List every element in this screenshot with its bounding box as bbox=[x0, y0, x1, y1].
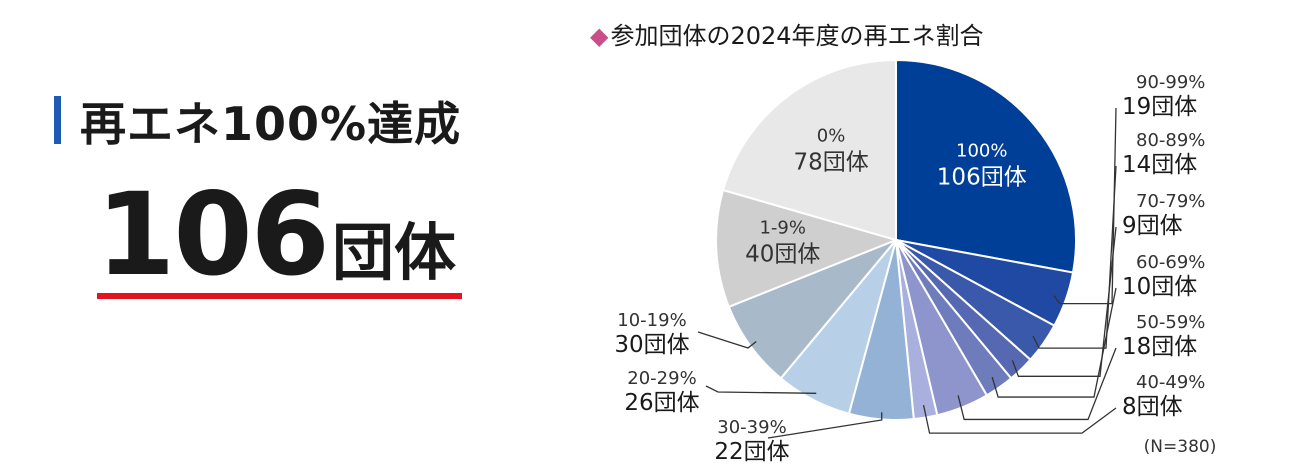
headline-label: 再エネ100%達成 bbox=[80, 97, 462, 151]
slice-label-percent-60-69pct: 60-69% bbox=[1136, 252, 1205, 273]
slice-label-percent-100pct: 100% bbox=[956, 141, 1007, 162]
headline-value: 106 bbox=[96, 168, 330, 301]
slice-label-percent-70-79pct: 70-79% bbox=[1136, 191, 1205, 212]
slice-label-percent-20-29pct: 20-29% bbox=[627, 368, 696, 389]
slice-label-count-60-69pct: 10団体 bbox=[1122, 274, 1197, 300]
leader-line-80-89pct bbox=[1032, 165, 1117, 349]
slice-label-count-80-89pct: 14団体 bbox=[1122, 152, 1197, 178]
slice-label-percent-1-9pct: 1-9% bbox=[759, 218, 806, 239]
slice-label-percent-30-39pct: 30-39% bbox=[717, 417, 786, 438]
slice-label-count-90-99pct: 19団体 bbox=[1122, 94, 1197, 120]
leader-line-10-19pct bbox=[697, 331, 757, 349]
sample-size-note: (N=380) bbox=[1144, 437, 1217, 457]
pie-slice-1-9pct bbox=[715, 188, 900, 309]
slice-label-count-0pct: 78団体 bbox=[793, 150, 868, 176]
leader-line-50-59pct bbox=[957, 347, 1117, 421]
headline-unit: 団体 bbox=[331, 216, 456, 289]
slice-label-count-30-39pct: 22団体 bbox=[714, 439, 789, 465]
slice-label-count-100pct: 106団体 bbox=[937, 165, 1027, 191]
slice-label-percent-10-19pct: 10-19% bbox=[617, 310, 686, 331]
leader-line-60-69pct bbox=[991, 287, 1117, 398]
chart-title-text: 参加団体の2024年度の再エネ割合 bbox=[610, 22, 984, 50]
slice-label-percent-90-99pct: 90-99% bbox=[1136, 72, 1205, 93]
slice-label-count-1-9pct: 40団体 bbox=[745, 242, 820, 268]
leader-line-20-29pct bbox=[705, 385, 817, 394]
slice-label-percent-40-49pct: 40-49% bbox=[1136, 372, 1205, 393]
slice-label-count-40-49pct: 8団体 bbox=[1122, 394, 1183, 420]
headline-accent-bar bbox=[54, 96, 61, 144]
diamond-marker-icon: ◆ bbox=[590, 22, 609, 50]
slice-label-percent-0pct: 0% bbox=[817, 126, 846, 147]
slice-label-count-10-19pct: 30団体 bbox=[614, 332, 689, 358]
chart-title: ◆参加団体の2024年度の再エネ割合 bbox=[590, 16, 984, 51]
pie-slice-100pct bbox=[895, 58, 1077, 274]
summary-panel: 再エネ100%達成 106団体 bbox=[0, 0, 560, 472]
slice-label-count-70-79pct: 9団体 bbox=[1122, 213, 1183, 239]
slice-label-count-50-59pct: 18団体 bbox=[1122, 334, 1197, 360]
pie-slice-0pct bbox=[721, 58, 897, 242]
slice-label-count-20-29pct: 26団体 bbox=[624, 390, 699, 416]
leader-line-30-39pct bbox=[767, 412, 883, 439]
headline-underline bbox=[97, 293, 462, 299]
leader-line-40-49pct bbox=[922, 404, 1117, 434]
slice-label-percent-50-59pct: 50-59% bbox=[1136, 312, 1205, 333]
headline-figure: 106団体 bbox=[96, 178, 456, 292]
slice-label-percent-80-89pct: 80-89% bbox=[1136, 130, 1205, 151]
leader-line-70-79pct bbox=[1011, 226, 1117, 377]
